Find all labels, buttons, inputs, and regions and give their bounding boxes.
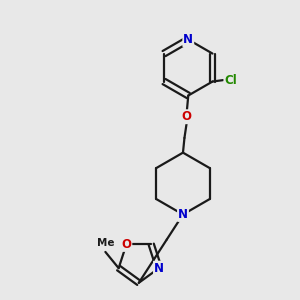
Text: O: O bbox=[122, 238, 131, 251]
Text: Cl: Cl bbox=[224, 74, 237, 87]
Text: N: N bbox=[183, 33, 193, 46]
Text: N: N bbox=[154, 262, 164, 275]
Text: N: N bbox=[178, 208, 188, 221]
Text: O: O bbox=[182, 110, 192, 123]
Text: Me: Me bbox=[97, 238, 114, 248]
